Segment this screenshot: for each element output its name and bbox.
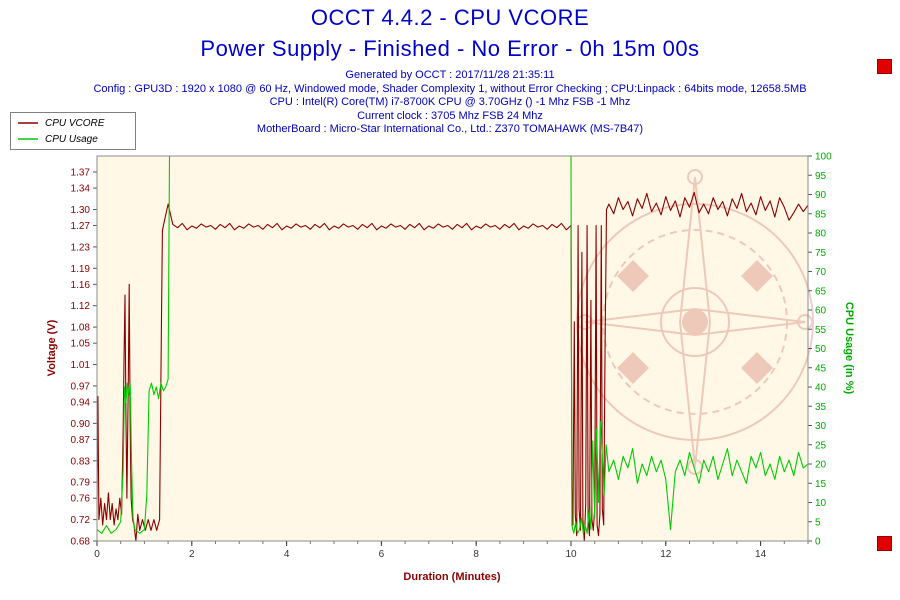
y-right-tick-label: 15 — [815, 479, 827, 490]
series-line-cpu-vcore — [97, 191, 808, 541]
y-right-tick-label: 100 — [815, 152, 832, 163]
x-tick-label: 4 — [284, 549, 290, 560]
scroll-button-bottom[interactable] — [877, 536, 892, 551]
y-left-tick-label: 1.27 — [71, 221, 91, 232]
cpu-line: CPU : Intel(R) Core(TM) i7-8700K CPU @ 3… — [269, 96, 631, 108]
legend-label-usage: CPU Usage — [45, 133, 98, 145]
y-left-tick-label: 0.97 — [71, 381, 91, 392]
chart-legend: CPU VCORE CPU Usage — [10, 112, 136, 150]
y-right-tick-label: 50 — [815, 344, 827, 355]
y-right-tick-label: 90 — [815, 190, 827, 201]
y-left-tick-label: 1.05 — [71, 339, 91, 350]
y-left-tick-label: 1.34 — [71, 184, 91, 195]
y-right-tick-label: 30 — [815, 421, 827, 432]
y-left-tick-label: 1.12 — [71, 301, 91, 312]
y-right-tick-label: 35 — [815, 402, 827, 413]
y-right-tick-label: 5 — [815, 517, 821, 528]
y-axis-label-right: CPU Usage (in %) — [843, 302, 855, 395]
config-line: Config : GPU3D : 1920 x 1080 @ 60 Hz, Wi… — [93, 82, 807, 95]
series-lines — [97, 156, 808, 541]
series-line-cpu-usage — [97, 156, 808, 534]
x-tick-label: 0 — [94, 549, 100, 560]
y-right-tick-label: 60 — [815, 306, 827, 317]
header-info: Generated by OCCT : 2017/11/28 21:35:11 … — [0, 69, 900, 137]
y-left-tick-label: 0.72 — [71, 515, 91, 526]
y-left-tick-label: 1.08 — [71, 323, 91, 334]
y-right-tick-label: 55 — [815, 325, 827, 336]
x-axis-label: Duration (Minutes) — [403, 571, 500, 583]
x-tick-label: 10 — [565, 549, 577, 560]
legend-label-vcore: CPU VCORE — [45, 117, 105, 129]
page-subtitle: Power Supply - Finished - No Error - 0h … — [200, 36, 700, 61]
y-left-tick-label: 0.76 — [71, 494, 91, 505]
y-right-tick-label: 65 — [815, 286, 827, 297]
x-tick-label: 6 — [379, 549, 385, 560]
y-left-tick-label: 0.79 — [71, 478, 91, 489]
plot-background — [97, 156, 808, 541]
y-right-tick-label: 25 — [815, 440, 827, 451]
y-right-tick-label: 0 — [815, 537, 821, 548]
y-left-tick-label: 1.30 — [71, 205, 91, 216]
y-left-tick-label: 0.68 — [71, 537, 91, 548]
y-axis-label-left: Voltage (V) — [46, 319, 58, 376]
y-right-tick-label: 80 — [815, 229, 827, 240]
y-left-tick-label: 1.23 — [71, 242, 91, 253]
legend-swatch-usage-icon — [18, 138, 38, 140]
y-left-tick-label: 1.37 — [71, 168, 91, 179]
legend-swatch-vcore-icon — [18, 122, 38, 124]
y-left-tick-label: 0.83 — [71, 456, 91, 467]
y-right-tick-label: 45 — [815, 363, 827, 374]
y-left-tick-label: 1.01 — [71, 360, 91, 371]
y-right-tick-label: 40 — [815, 383, 827, 394]
page-title: OCCT 4.4.2 - CPU VCORE — [310, 5, 590, 30]
generated-by-line: Generated by OCCT : 2017/11/28 21:35:11 — [345, 69, 555, 81]
y-right-tick-label: 85 — [815, 209, 827, 220]
y-left-tick-label: 0.87 — [71, 435, 91, 446]
watermark-logo — [576, 169, 814, 475]
y-right-tick-label: 75 — [815, 248, 827, 259]
y-right-tick-label: 95 — [815, 171, 827, 182]
plot-border — [96, 155, 809, 542]
y-right-tick-label: 10 — [815, 498, 827, 509]
legend-item-usage: CPU Usage — [11, 131, 135, 147]
scroll-button-top[interactable] — [877, 59, 892, 74]
y-right-tick-label: 70 — [815, 267, 827, 278]
axis-ticks: 1.37 1.34 1.30 1.27 1.23 1.19 1.16 1.12 1.08 1.05… — [71, 152, 833, 561]
x-tick-label: 12 — [660, 549, 672, 560]
y-left-tick-label: 1.16 — [71, 280, 91, 291]
x-tick-label: 14 — [755, 549, 767, 560]
legend-item-vcore: CPU VCORE — [11, 115, 135, 131]
y-left-tick-label: 0.94 — [71, 397, 91, 408]
y-left-tick-label: 0.90 — [71, 419, 91, 430]
y-right-tick-label: 20 — [815, 460, 827, 471]
motherboard-line: MotherBoard : Micro-Star International C… — [256, 123, 644, 135]
y-left-tick-label: 1.19 — [71, 264, 91, 275]
x-tick-label: 8 — [473, 549, 479, 560]
clock-line: Current clock : 3705 Mhz FSB 24 Mhz — [357, 109, 543, 122]
x-tick-label: 2 — [189, 549, 195, 560]
